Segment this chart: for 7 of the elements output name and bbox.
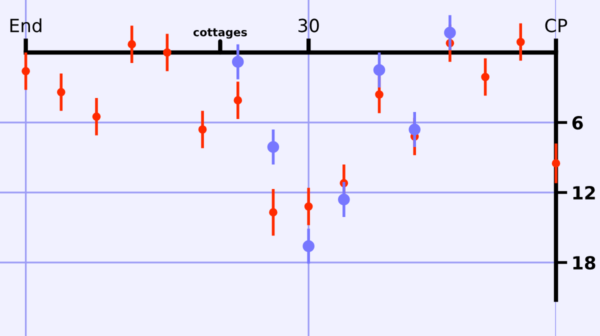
y-tick-label: 12: [573, 186, 595, 200]
x-tick-label: CP: [545, 18, 568, 32]
y-tick-label: 6: [572, 116, 583, 130]
x-tick-label: End: [10, 18, 42, 32]
x-tick-label: 30: [298, 18, 319, 32]
y-tick-label: 18: [573, 256, 596, 270]
annotation: cottages: [193, 28, 247, 39]
